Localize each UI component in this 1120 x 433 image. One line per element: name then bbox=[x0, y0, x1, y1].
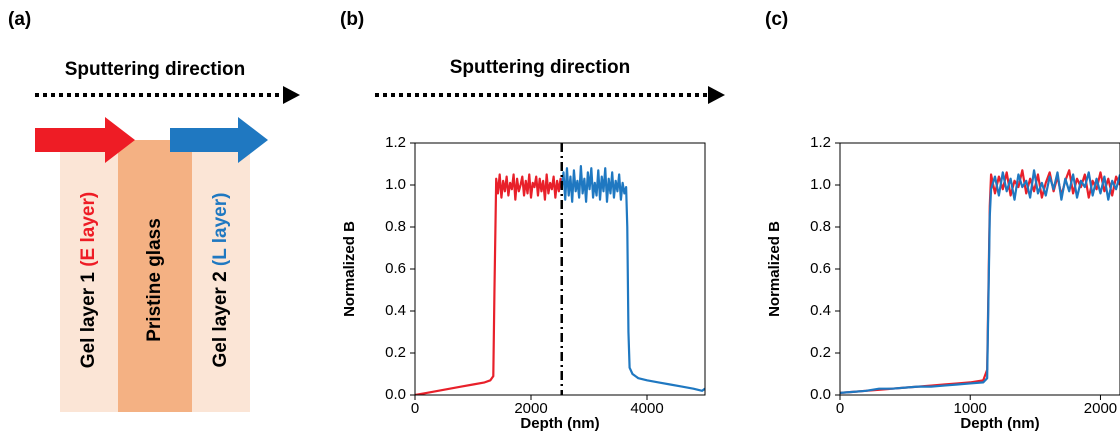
y-tick-label: 0.6 bbox=[810, 260, 831, 277]
x-tick-label: 0 bbox=[411, 400, 419, 417]
y-axis-title: Normalized B bbox=[766, 221, 783, 317]
x-tick-label: 0 bbox=[836, 400, 844, 417]
data-line bbox=[840, 169, 1120, 394]
y-tick-label: 1.0 bbox=[385, 176, 406, 193]
y-tick-label: 1.2 bbox=[385, 134, 406, 151]
layer-tag: (E layer) bbox=[78, 192, 99, 267]
x-axis-title: Depth (nm) bbox=[960, 415, 1039, 432]
panel-label: (b) bbox=[340, 9, 364, 30]
layer-tag: (L layer) bbox=[210, 193, 231, 267]
layer-label: Gel layer 2 (L layer) bbox=[210, 193, 231, 368]
y-tick-label: 0.4 bbox=[385, 302, 406, 319]
data-line bbox=[415, 173, 563, 395]
layer-label: Pristine glass bbox=[144, 218, 165, 342]
y-tick-label: 0.2 bbox=[810, 344, 831, 361]
red-arrow bbox=[35, 117, 135, 163]
annotation: Sputtering direction bbox=[450, 57, 631, 78]
y-axis-title: Normalized B bbox=[341, 221, 358, 317]
y-tick-label: 1.0 bbox=[810, 176, 831, 193]
y-tick-label: 0.6 bbox=[385, 260, 406, 277]
x-axis-title: Depth (nm) bbox=[520, 415, 599, 432]
arrow-label: Sputtering direction bbox=[65, 59, 246, 80]
layer-name: Gel layer 2 bbox=[210, 271, 231, 367]
gel-layer-2 bbox=[192, 148, 250, 412]
y-tick-label: 0.8 bbox=[810, 218, 831, 235]
panel-label: (c) bbox=[765, 9, 788, 30]
arrow-head bbox=[708, 86, 725, 104]
arrow-head bbox=[283, 86, 300, 104]
layer-label: Gel layer 1 (E layer) bbox=[78, 192, 99, 368]
gel-layer-1 bbox=[60, 148, 118, 412]
blue-arrow bbox=[170, 117, 268, 163]
y-tick-label: 0.4 bbox=[810, 302, 831, 319]
x-tick-label: 1000 bbox=[954, 400, 987, 417]
panel-label: (a) bbox=[8, 9, 31, 30]
data-line bbox=[560, 165, 705, 392]
x-tick-label: 2000 bbox=[1084, 400, 1117, 417]
data-line bbox=[840, 169, 1120, 394]
y-tick-label: 0.2 bbox=[385, 344, 406, 361]
y-tick-label: 0.8 bbox=[385, 218, 406, 235]
x-tick-label: 4000 bbox=[630, 400, 663, 417]
layer-name: Gel layer 1 bbox=[78, 272, 99, 369]
y-tick-label: 0.0 bbox=[810, 386, 831, 403]
x-tick-label: 2000 bbox=[514, 400, 547, 417]
y-tick-label: 0.0 bbox=[385, 386, 406, 403]
y-tick-label: 1.2 bbox=[810, 134, 831, 151]
pristine-glass bbox=[118, 140, 192, 412]
